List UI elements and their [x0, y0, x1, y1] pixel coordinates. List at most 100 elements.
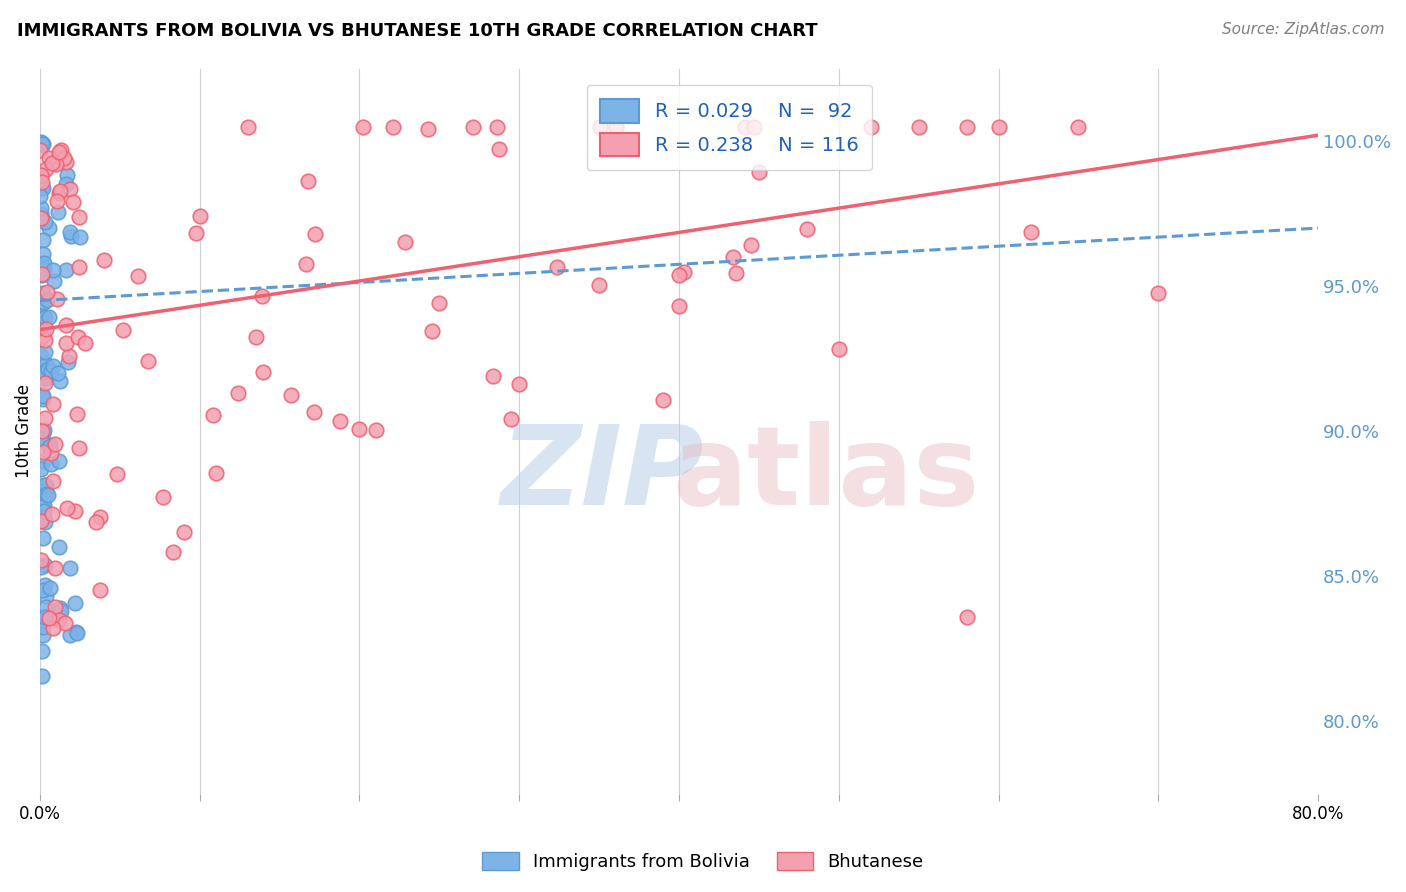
Point: [668, 299, 690, 313]
Point: [34, 578, 56, 592]
Point: [73, 336, 96, 351]
Point: [30, 143, 52, 157]
Point: [205, 467, 228, 481]
Point: [38, 441, 60, 455]
Point: [30, 512, 52, 526]
Point: [34, 344, 56, 359]
Point: [32, 583, 55, 598]
Point: [499, 412, 522, 426]
Point: [35, 322, 58, 336]
Point: [31, 233, 53, 247]
Point: [31, 211, 53, 226]
Point: [429, 296, 451, 310]
Point: [31, 309, 53, 323]
Legend: R = 0.029    N =  92, R = 0.238    N = 116: R = 0.029 N = 92, R = 0.238 N = 116: [586, 86, 872, 169]
Point: [38, 221, 60, 235]
Point: [44, 560, 66, 574]
Point: [1147, 285, 1170, 300]
Point: [38, 438, 60, 452]
Point: [34, 371, 56, 385]
Point: [32, 255, 55, 269]
Point: [294, 257, 316, 271]
Point: [48, 540, 70, 554]
Point: [34, 477, 56, 491]
Point: [31, 531, 53, 545]
Point: [188, 209, 211, 223]
Point: [420, 325, 443, 339]
Point: [59, 561, 82, 575]
Point: [31, 286, 53, 301]
Point: [32, 328, 55, 343]
Point: [31, 175, 53, 189]
Point: [63, 504, 86, 518]
Point: [162, 544, 184, 558]
Point: [41, 155, 63, 169]
Point: [55, 177, 77, 191]
Point: [302, 405, 325, 419]
Point: [37, 488, 59, 502]
Point: [44, 437, 66, 451]
Point: [250, 289, 273, 303]
Point: [55, 155, 77, 169]
Point: [30, 462, 52, 476]
Point: [53, 151, 76, 165]
Point: [39, 581, 62, 595]
Point: [69, 260, 91, 275]
Point: [111, 323, 134, 337]
Point: [69, 230, 91, 244]
Point: [329, 414, 352, 428]
Point: [44, 599, 66, 614]
Point: [31, 613, 53, 627]
Point: [30, 168, 52, 182]
Point: [30, 135, 52, 149]
Point: [56, 354, 79, 368]
Point: [35, 357, 58, 371]
Point: [734, 120, 756, 134]
Point: [31, 454, 53, 468]
Point: [31, 268, 53, 283]
Point: [41, 446, 63, 460]
Point: [55, 263, 77, 277]
Point: [31, 627, 53, 641]
Point: [32, 426, 55, 441]
Point: [38, 151, 60, 165]
Point: [184, 226, 207, 240]
Point: [488, 142, 510, 156]
Point: [84, 515, 107, 529]
Point: [152, 490, 174, 504]
Point: [45, 194, 67, 209]
Point: [673, 265, 696, 279]
Text: IMMIGRANTS FROM BOLIVIA VS BHUTANESE 10TH GRADE CORRELATION CHART: IMMIGRANTS FROM BOLIVIA VS BHUTANESE 10T…: [17, 22, 817, 40]
Point: [381, 120, 404, 134]
Point: [31, 424, 53, 438]
Point: [245, 329, 267, 343]
Point: [32, 137, 55, 152]
Point: [508, 377, 530, 392]
Point: [34, 333, 56, 347]
Point: [236, 120, 259, 134]
Point: [724, 266, 747, 280]
Point: [31, 137, 53, 152]
Point: [38, 310, 60, 324]
Point: [41, 397, 63, 411]
Point: [35, 487, 58, 501]
Point: [740, 238, 762, 252]
Legend: Immigrants from Bolivia, Bhutanese: Immigrants from Bolivia, Bhutanese: [475, 845, 931, 879]
Point: [46, 292, 69, 306]
Point: [55, 318, 77, 333]
Point: [30, 207, 52, 221]
Point: [721, 250, 744, 264]
Point: [304, 227, 326, 242]
Point: [127, 269, 149, 284]
Point: [39, 364, 62, 378]
Point: [37, 362, 59, 376]
Point: [796, 222, 818, 236]
Point: [32, 295, 55, 310]
Point: [31, 365, 53, 379]
Point: [828, 342, 851, 356]
Point: [66, 407, 89, 421]
Point: [588, 278, 610, 293]
Point: [35, 162, 58, 177]
Point: [49, 185, 72, 199]
Point: [461, 120, 484, 134]
